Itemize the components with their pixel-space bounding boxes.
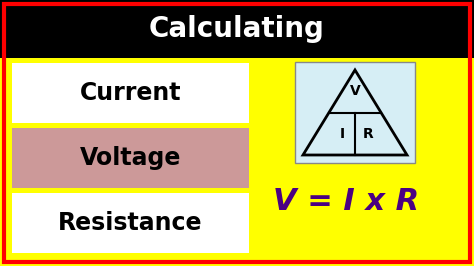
FancyBboxPatch shape [0,0,474,58]
Text: Resistance: Resistance [58,211,203,235]
Text: V: V [350,84,360,98]
Text: R: R [363,127,374,141]
Text: V = I x R: V = I x R [273,188,419,217]
Text: Current: Current [80,81,181,105]
Text: I: I [339,127,345,141]
Text: Voltage: Voltage [80,146,181,170]
FancyBboxPatch shape [295,62,415,163]
FancyBboxPatch shape [12,128,249,188]
FancyBboxPatch shape [12,63,249,123]
FancyBboxPatch shape [12,193,249,253]
Text: Calculating: Calculating [149,15,325,43]
